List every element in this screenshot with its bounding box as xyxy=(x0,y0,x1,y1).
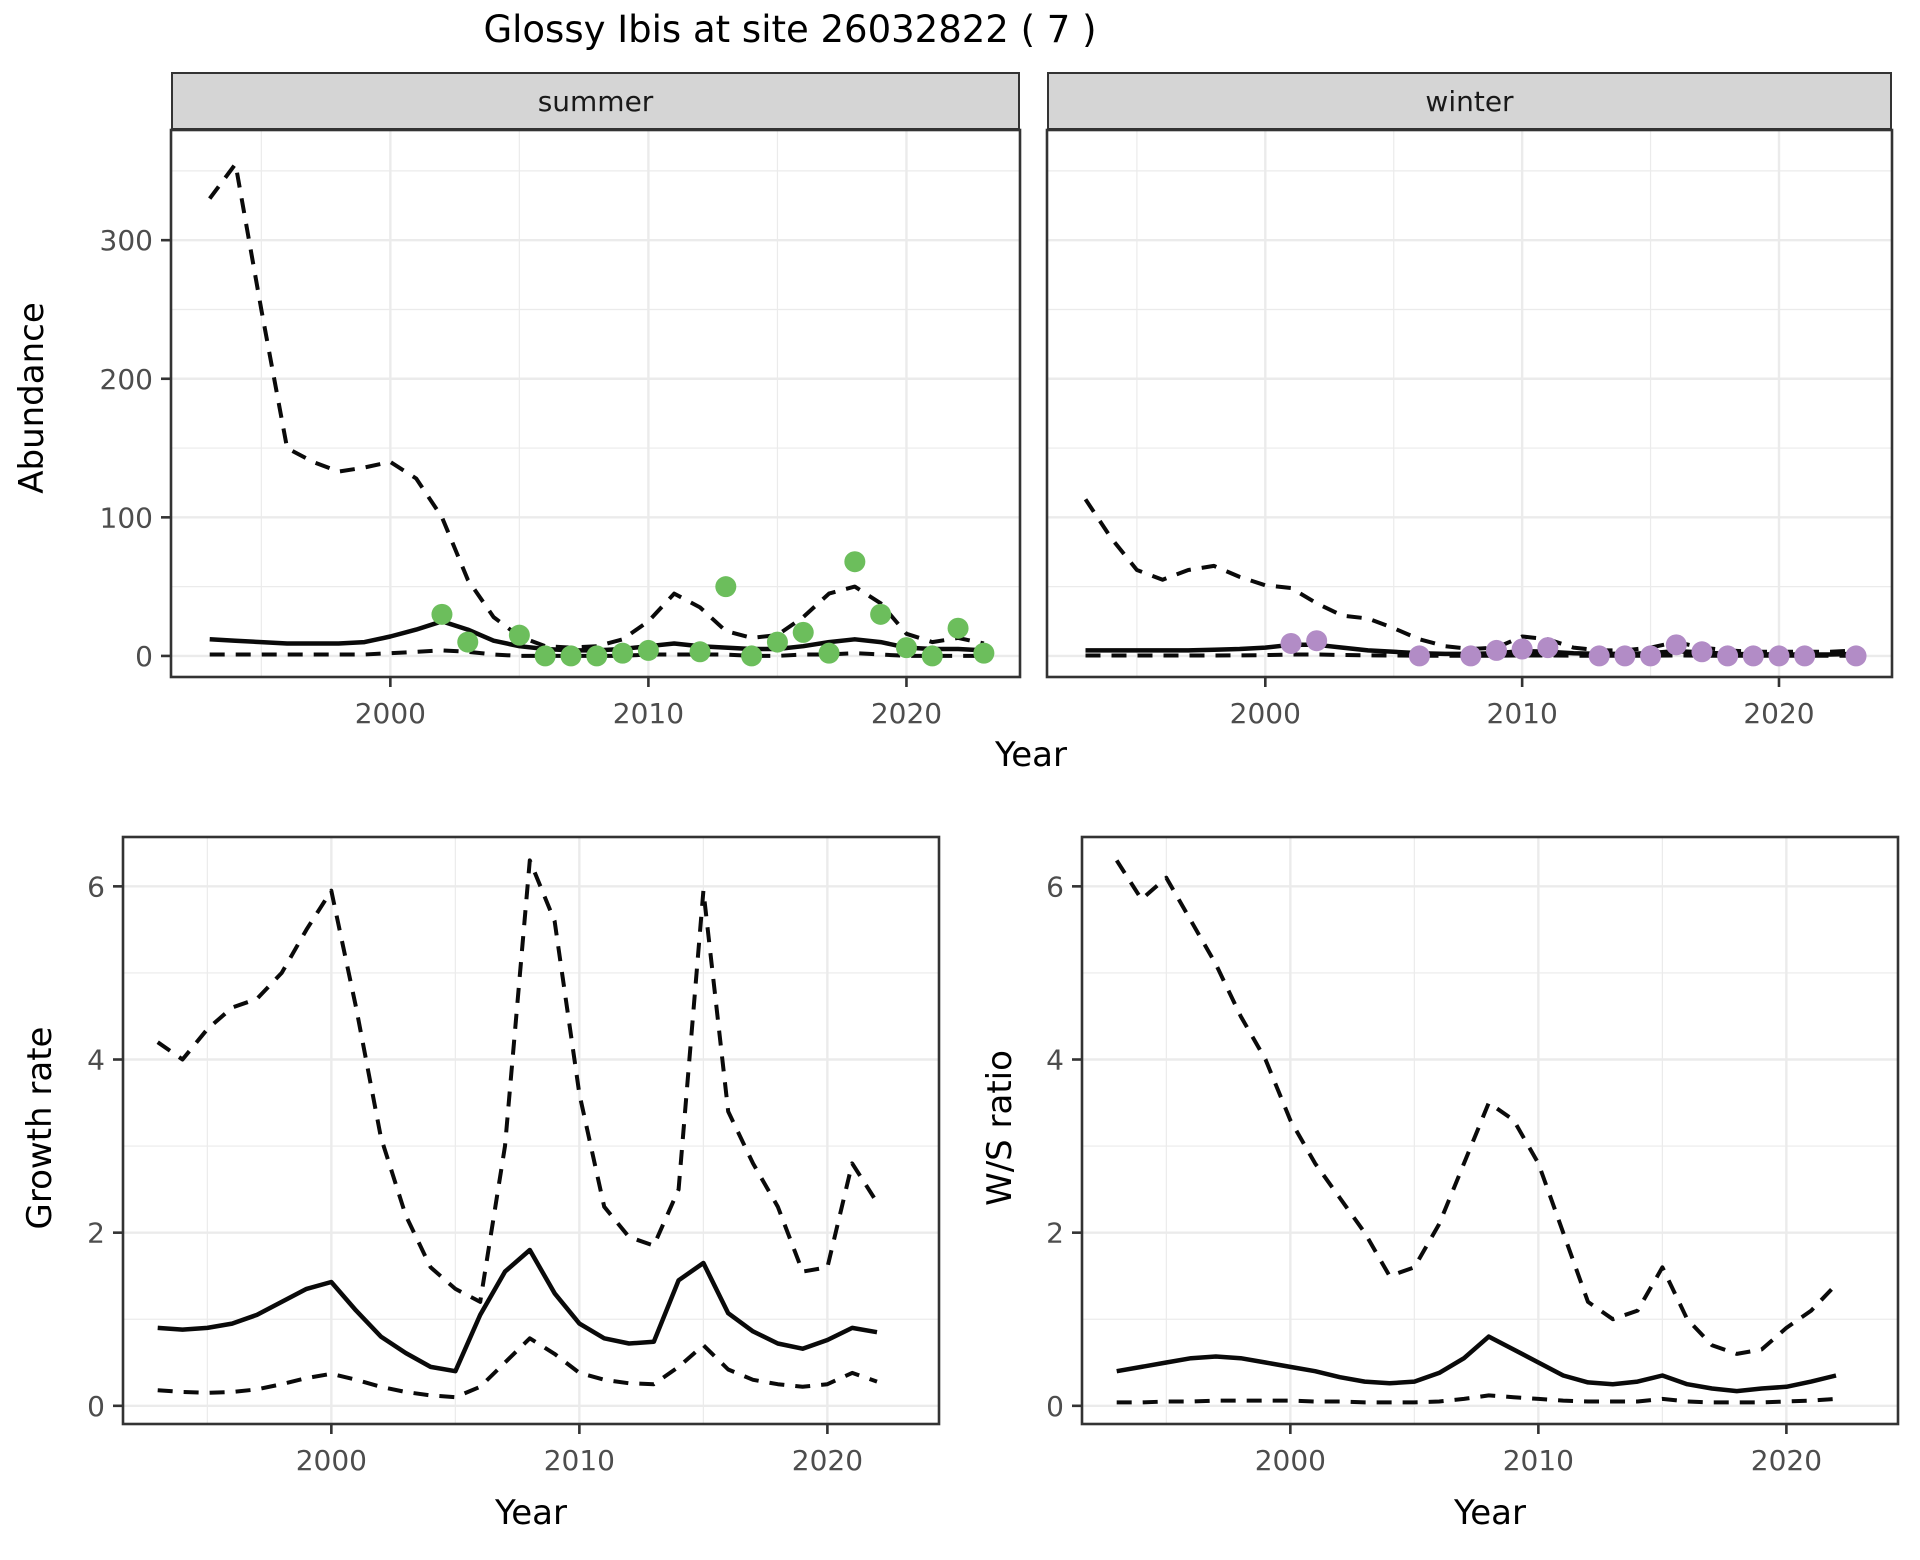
series-abundance-summer xyxy=(208,162,995,667)
data-point xyxy=(1768,645,1790,667)
lower-ci-line xyxy=(157,1336,878,1400)
data-point xyxy=(1640,645,1662,667)
mean-line xyxy=(157,1247,878,1374)
data-point xyxy=(534,645,556,667)
panel-abundance-winter: 2000 2010 2020 xyxy=(1045,128,1894,730)
y-tick-label: 6 xyxy=(87,870,105,903)
y-tick-label: 0 xyxy=(135,640,153,673)
data-point xyxy=(741,645,763,667)
data-point xyxy=(1794,645,1816,667)
y-tick-label: 200 xyxy=(100,363,153,396)
data-point xyxy=(818,642,840,664)
observed-points-abundance-summer xyxy=(431,551,995,667)
data-point xyxy=(431,603,453,625)
y-tick-label: 4 xyxy=(1046,1044,1064,1077)
x-tick-label: 2000 xyxy=(1230,697,1301,730)
data-point xyxy=(1485,639,1507,661)
data-point xyxy=(844,551,866,573)
data-point xyxy=(973,642,995,664)
y-tick-label: 0 xyxy=(1046,1390,1064,1423)
x-tick-label: 2010 xyxy=(613,697,684,730)
ws-year-axis-title: Year xyxy=(1454,1493,1526,1533)
series-growth-rate xyxy=(156,858,879,1400)
data-point xyxy=(921,645,943,667)
data-point xyxy=(612,642,634,664)
data-point xyxy=(870,603,892,625)
data-point xyxy=(1306,630,1328,652)
data-point xyxy=(715,576,737,598)
x-tick-label: 2020 xyxy=(871,697,942,730)
data-point xyxy=(586,645,608,667)
x-tick-label: 2000 xyxy=(1255,1444,1326,1477)
facet-strip-summer-label: summer xyxy=(537,84,654,118)
upper-ci-line xyxy=(156,858,879,1304)
data-point xyxy=(1717,645,1739,667)
data-point xyxy=(1742,645,1764,667)
data-point xyxy=(560,645,582,667)
data-point xyxy=(1511,638,1533,660)
data-point xyxy=(1588,645,1610,667)
data-point xyxy=(1280,632,1302,654)
x-tick-label: 2020 xyxy=(792,1444,863,1477)
data-point xyxy=(792,621,814,643)
data-point xyxy=(947,617,969,639)
data-point xyxy=(1691,641,1713,663)
y-tick-label: 0 xyxy=(87,1390,105,1423)
series-ws-ratio xyxy=(1115,859,1838,1405)
upper-ci-line xyxy=(1083,498,1857,654)
mean-line xyxy=(1116,1334,1837,1394)
data-point xyxy=(895,637,917,659)
growth-year-axis-title: Year xyxy=(495,1493,567,1533)
x-tick-label: 2000 xyxy=(355,697,426,730)
data-point xyxy=(1460,645,1482,667)
facet-strip-winter: winter xyxy=(1047,72,1892,130)
upper-ci-line xyxy=(208,162,985,650)
data-point xyxy=(1614,645,1636,667)
y-tick-label: 2 xyxy=(87,1217,105,1250)
lower-ci-line xyxy=(1116,1393,1837,1405)
data-point xyxy=(1408,645,1430,667)
x-tick-label: 2010 xyxy=(1487,697,1558,730)
panel-growth-rate: 2000 2010 2020 0 2 4 6 xyxy=(87,835,941,1477)
y-tick-label: 4 xyxy=(87,1044,105,1077)
panel-ws-ratio: 2000 2010 2020 0 2 4 6 xyxy=(1046,835,1900,1477)
panel-abundance-summer: 2000 2010 2020 0 100 200 300 xyxy=(100,128,1022,730)
top-year-axis-title: Year xyxy=(995,735,1067,775)
series-abundance-winter xyxy=(1083,498,1867,667)
data-point xyxy=(766,631,788,653)
y-tick-label: 2 xyxy=(1046,1217,1064,1250)
x-tick-label: 2010 xyxy=(1503,1444,1574,1477)
upper-ci-line xyxy=(1115,859,1838,1356)
x-tick-label: 2020 xyxy=(1751,1444,1822,1477)
data-point xyxy=(1665,634,1687,656)
data-point xyxy=(457,631,479,653)
observed-points-abundance-winter xyxy=(1280,630,1867,667)
facet-strip-winter-label: winter xyxy=(1425,84,1514,118)
y-tick-label: 100 xyxy=(100,501,153,534)
x-tick-label: 2020 xyxy=(1743,697,1814,730)
x-tick-label: 2000 xyxy=(296,1444,367,1477)
x-tick-label: 2010 xyxy=(544,1444,615,1477)
data-point xyxy=(689,641,711,663)
chart-title: Glossy Ibis at site 26032822 ( 7 ) xyxy=(483,8,1097,51)
y-tick-label: 300 xyxy=(100,224,153,257)
y-tick-label: 6 xyxy=(1046,870,1064,903)
data-point xyxy=(637,639,659,661)
data-point xyxy=(1537,637,1559,659)
facet-strip-summer: summer xyxy=(171,72,1020,130)
data-point xyxy=(1845,645,1867,667)
data-point xyxy=(508,624,530,646)
